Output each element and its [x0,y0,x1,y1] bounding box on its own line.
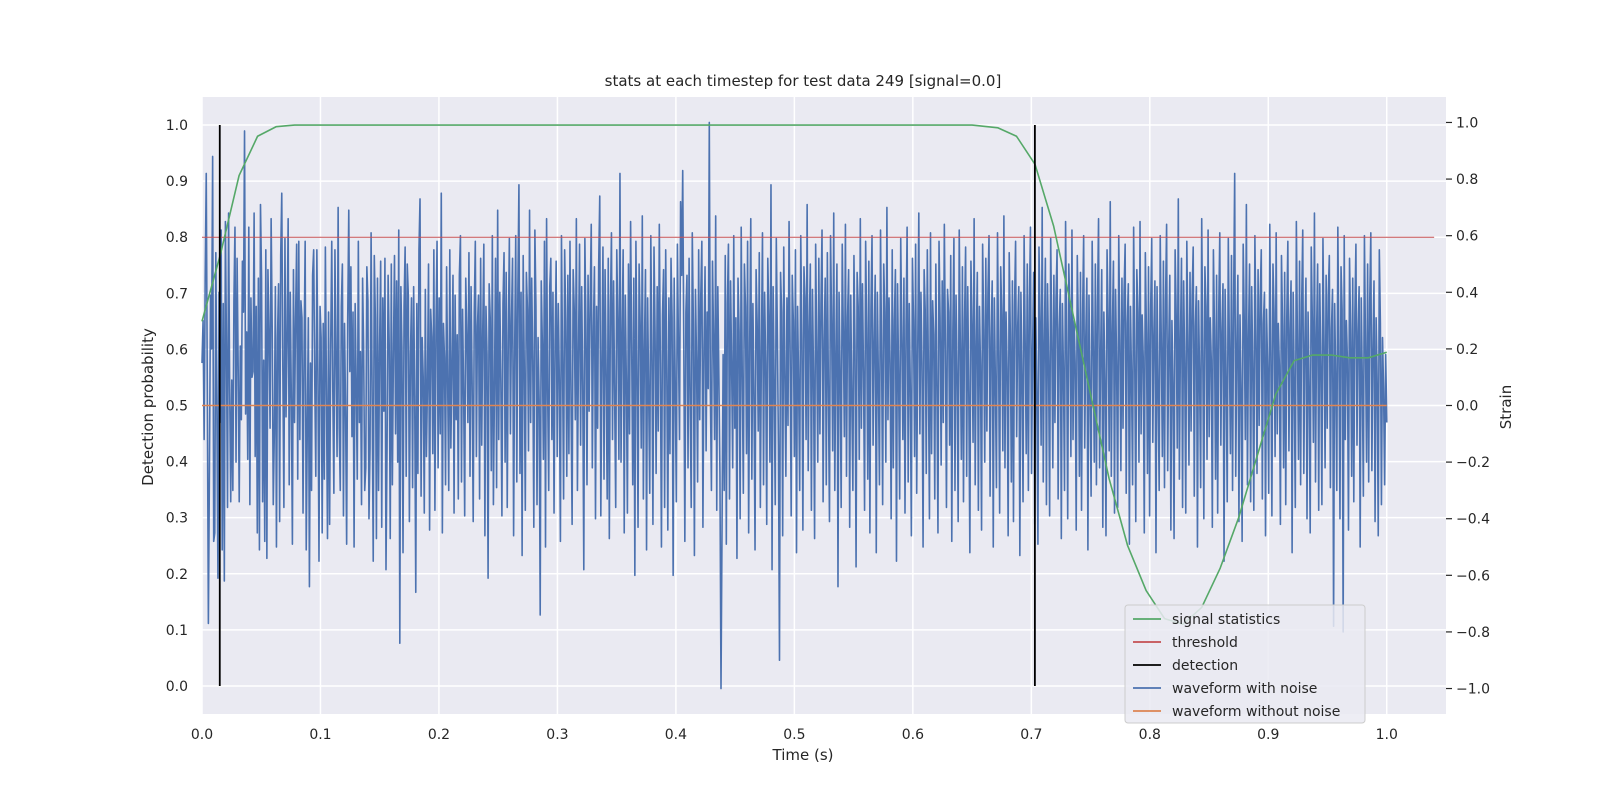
y-tick-label: 1.0 [166,118,188,134]
detection-lines [218,125,1036,686]
y-tick-label: 0.1 [166,623,188,639]
y-tick-label: 0.5 [166,399,188,415]
y-right-tick-label: 1.0 [1456,115,1478,131]
chart-title: stats at each timestep for test data 249… [605,72,1002,90]
legend-label-signal-statistics: signal statistics [1172,612,1280,628]
y-right-tick-label: −0.8 [1456,625,1490,641]
waveform-with-noise-line [201,121,1388,690]
y-right-tick-label: 0.0 [1456,399,1478,415]
signal-statistics-series [201,124,1387,626]
legend-label-threshold: threshold [1172,635,1238,651]
y-tick-label: 0.4 [166,455,188,471]
y-tick-label: 0.2 [166,567,188,583]
legend-box [1124,604,1366,724]
y-right-tick-label: 0.6 [1456,229,1478,245]
y-right-tick-label: −0.2 [1456,455,1490,471]
x-tick-label: 0.2 [428,727,450,743]
y-tick-label: 0.8 [166,230,188,246]
y-axis-ticks: 0.0 0.1 0.2 0.3 0.4 0.5 0.6 0.7 0.8 0.9 1.0 [166,118,188,695]
waveform-with-noise-series [201,121,1388,690]
x-tick-label: 0.7 [1020,727,1042,743]
x-tick-label: 0.1 [309,727,331,743]
y-right-tick-label: −0.6 [1456,568,1490,584]
y-right-tick-label: 0.2 [1456,342,1478,358]
y-tick-label: 0.7 [166,286,188,302]
y-right-axis-label: Strain [1497,385,1515,429]
y-tick-label: 0.9 [166,174,188,190]
legend-label-waveform-clean: waveform without noise [1172,704,1340,720]
y-axis-label: Detection probability [139,328,157,486]
y-tick-label: 0.6 [166,342,188,358]
signal-statistics-line [201,124,1387,626]
x-tick-label: 0.6 [902,727,924,743]
y-right-tick-label: −0.4 [1456,512,1490,528]
x-tick-label: 0.9 [1257,727,1279,743]
y-right-tick-label: 0.8 [1456,172,1478,188]
x-tick-label: 0.0 [191,727,213,743]
x-tick-label: 1.0 [1376,727,1398,743]
legend-label-waveform-noise: waveform with noise [1172,681,1317,697]
x-axis-label: Time (s) [772,746,834,764]
x-tick-label: 0.5 [783,727,805,743]
y-tick-label: 0.0 [166,679,188,695]
y-tick-label: 0.3 [166,511,188,527]
y-right-tick-label: −1.0 [1456,682,1490,698]
x-tick-label: 0.4 [665,727,687,743]
x-tick-label: 0.8 [1139,727,1161,743]
x-tick-label: 0.3 [546,727,568,743]
y-right-axis-ticks: −1.0 −0.8 −0.6 −0.4 −0.2 0.0 0.2 0.4 0.6 0.8 1.0 [1446,115,1490,698]
x-axis-ticks: 0.0 0.1 0.2 0.3 0.4 0.5 0.6 0.7 0.8 0.9 1.0 [191,727,1398,743]
legend-label-detection: detection [1172,658,1238,674]
y-right-tick-label: 0.4 [1456,285,1478,301]
legend: signal statistics threshold detection wavef… [1124,604,1366,724]
